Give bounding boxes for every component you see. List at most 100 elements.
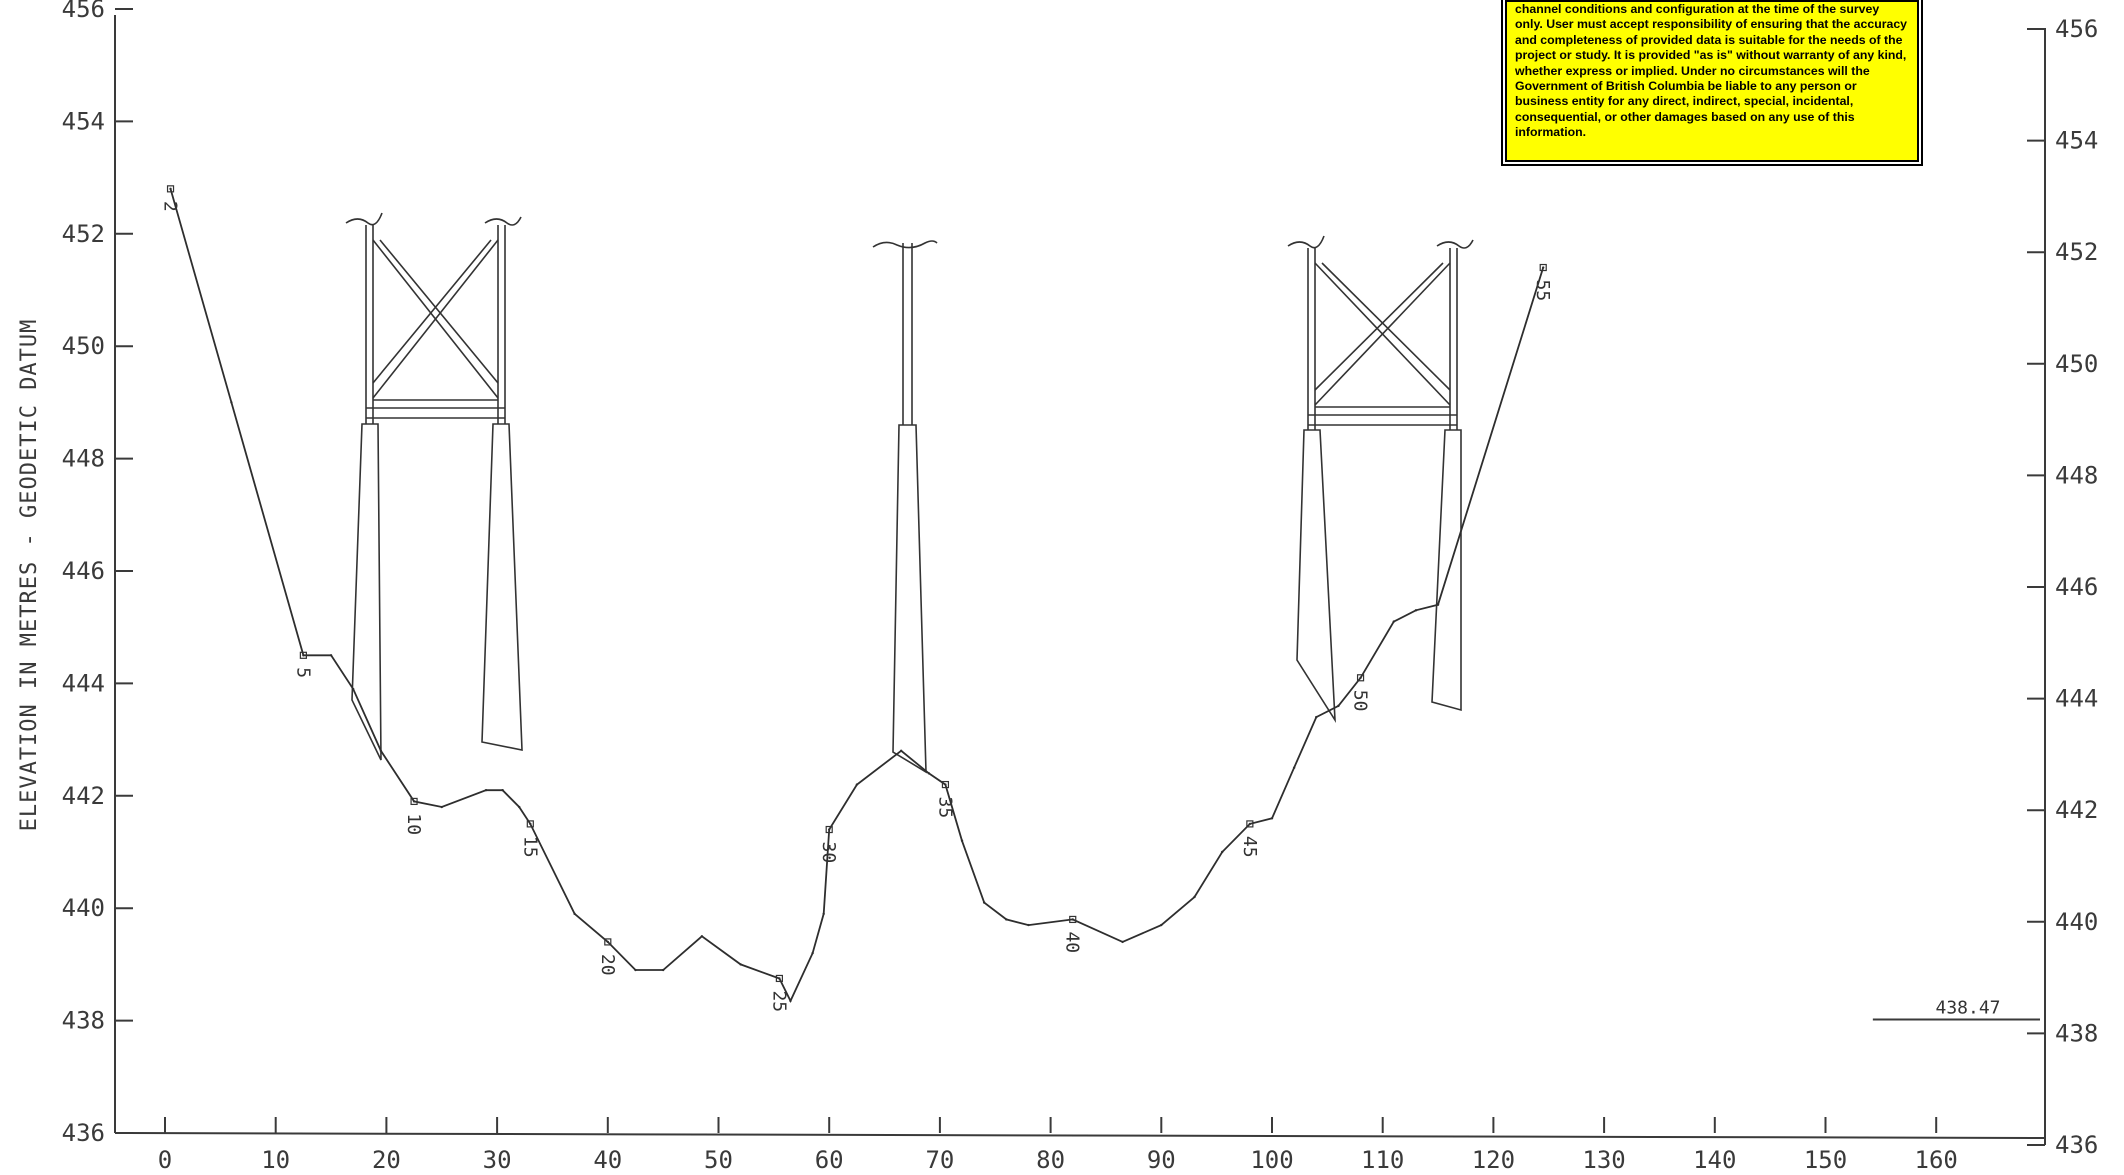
x-tick-label: 10 [261,1146,290,1174]
station-label: 35 [934,797,955,819]
y-tick-label-left: 450 [62,332,105,360]
station-marker [775,974,783,983]
profile-point [302,654,305,657]
disclaimer-box: channel conditions and configuration at … [1505,0,1919,162]
y-tick-label-right: 450 [2055,350,2098,378]
station-marker [825,825,833,834]
y-tick-label-left: 438 [62,1007,105,1035]
station-marker [166,185,175,193]
pier-single [872,240,938,774]
station-label: 45 [1239,836,1260,858]
x-tick-label: 90 [1147,1146,1176,1174]
profile-point [634,968,637,972]
y-tick-label-left: 452 [62,220,105,248]
profile-point [573,912,576,916]
profile-point [944,783,947,786]
profile-point [351,687,355,691]
station-label: 30 [818,842,839,864]
profile-point [811,951,814,955]
profile-point [899,749,903,753]
profile-point [789,999,792,1003]
y-axis-label: ELEVATION IN METRES - GEODETIC DATUM [17,319,42,832]
profile-point [1160,923,1163,927]
y-tick-label-right: 454 [2055,127,2098,155]
profile-point [379,749,383,753]
y-tick-label-left: 454 [62,107,105,135]
profile-point [1337,704,1340,708]
y-tick-label-right: 436 [2055,1131,2098,1159]
x-tick-label: 40 [593,1146,622,1174]
profile-point [960,839,964,842]
x-tick-label: 20 [372,1146,401,1174]
y-tick-label-right: 452 [2055,238,2098,266]
profile-point [828,828,831,831]
y-tick-label-right: 448 [2055,461,2098,489]
x-tick-label: 80 [1036,1146,1065,1174]
station-marker [526,820,534,828]
y-tick-label-left: 436 [62,1119,105,1147]
axis-ticks: 0 10 20 30 40 50 60 70 80 90 100 110 120 130 140 150 160… [62,0,2099,1174]
disclaimer-text: channel conditions and configuration at … [1515,2,1908,140]
y-tick-label-right: 456 [2055,15,2098,43]
profile-point [1270,817,1274,820]
profile-point [329,654,333,657]
profile-point [927,772,931,775]
profile-point [1392,620,1395,623]
x-tick-label: 140 [1693,1146,1736,1174]
profile-point [529,822,532,826]
y-tick-label-right: 444 [2055,685,2098,713]
x-tick-label: 110 [1361,1146,1404,1174]
y-tick-label-left: 442 [62,782,105,810]
ground-profile-line [169,188,1545,1003]
profile-point [1071,918,1074,921]
profile-point [661,968,665,972]
x-tick-label: 70 [925,1146,954,1174]
x-tick-label: 50 [704,1146,733,1174]
pier-tower [345,212,523,761]
profile-point [501,788,504,792]
y-tick-label-right: 438 [2055,1019,2098,1047]
profile-point [822,912,825,916]
station-label: 40 [1062,931,1083,953]
y-tick-label-left: 456 [62,0,105,23]
x-tick-label: 0 [158,1146,172,1174]
axes [114,15,2046,1145]
profile-point [1359,676,1362,679]
station-label: 50 [1350,690,1371,712]
profile-point [440,805,443,809]
y-tick-label-right: 446 [2055,573,2098,601]
profile-point [606,940,609,944]
profile-point [169,187,172,191]
profile-point [1193,895,1196,899]
station-marker [604,938,612,946]
pier-tower [1287,235,1474,724]
station-marker [299,651,307,659]
profile-point [484,788,488,792]
profile-point [1121,940,1124,944]
x-tick-label: 150 [1804,1146,1847,1174]
profile-point [412,800,416,803]
profile-layer [169,187,1545,1003]
station-marker [1356,674,1365,682]
profile-point [982,901,986,904]
station-marker [1246,820,1254,828]
profile-point [778,977,781,980]
x-tick-label: 120 [1472,1146,1515,1174]
profile-point [855,783,859,786]
station-label: 10 [403,813,424,835]
profile-point [700,935,704,938]
x-tick-label: 30 [483,1146,512,1174]
profile-point [739,963,742,966]
station-label: 55 [1532,280,1553,302]
profile-point [1248,822,1252,826]
profile-point [1005,918,1008,921]
station-marker [410,797,418,806]
station-label: 15 [519,836,540,858]
profile-point [1414,609,1418,612]
x-tick-label: 100 [1250,1146,1293,1174]
y-tick-label-left: 448 [62,445,105,473]
y-tick-label-left: 446 [62,557,105,585]
water-level-label: 438.47 [1935,997,2000,1018]
x-tick-label: 160 [1915,1146,1958,1174]
